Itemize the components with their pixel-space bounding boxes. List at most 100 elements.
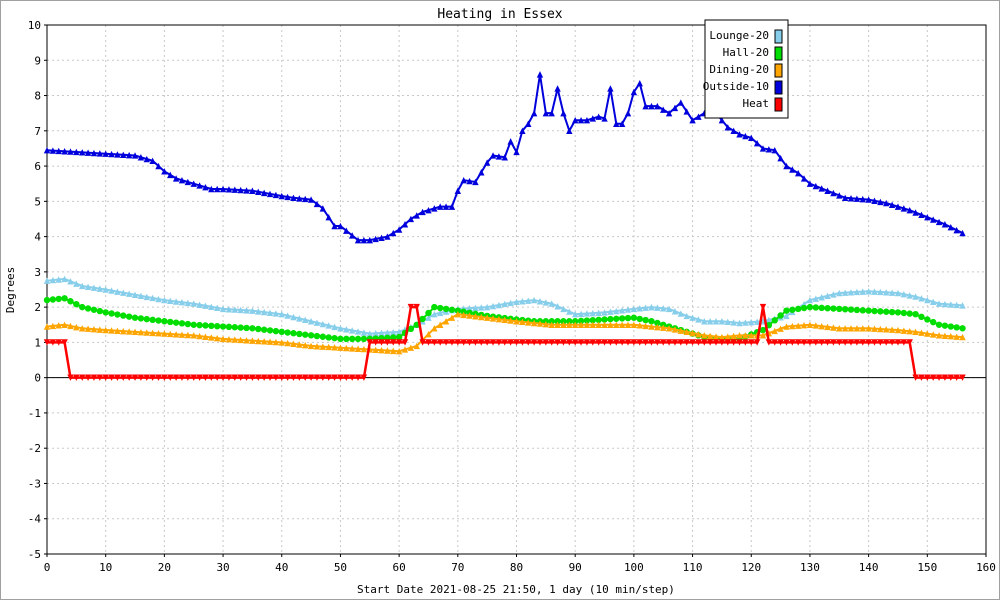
data-point-lounge-20 xyxy=(313,319,321,326)
data-point-heat xyxy=(806,339,814,346)
y-tick-label: 1 xyxy=(34,336,41,349)
data-point-lounge-20 xyxy=(583,310,591,317)
data-point-dining-20 xyxy=(413,342,420,350)
data-point-outside-10 xyxy=(771,146,778,154)
data-point-dining-20 xyxy=(489,315,497,322)
data-point-heat xyxy=(260,374,268,381)
data-point-heat xyxy=(748,339,755,346)
data-point-dining-20 xyxy=(812,322,820,329)
data-point-dining-20 xyxy=(161,330,168,337)
data-point-outside-10 xyxy=(143,155,150,163)
data-point-heat xyxy=(560,339,567,346)
data-point-lounge-20 xyxy=(671,308,679,315)
data-point-dining-20 xyxy=(924,330,931,337)
data-point-hall-20 xyxy=(871,307,878,315)
data-point-dining-20 xyxy=(331,344,338,351)
data-point-heat xyxy=(337,374,344,381)
data-point-hall-20 xyxy=(237,324,244,331)
data-point-hall-20 xyxy=(319,333,327,340)
data-point-heat xyxy=(125,374,133,381)
data-point-heat xyxy=(730,339,737,346)
data-point-dining-20 xyxy=(865,325,872,332)
data-point-heat xyxy=(683,339,690,346)
data-point-outside-10 xyxy=(566,127,573,134)
data-point-heat xyxy=(712,339,720,346)
data-point-outside-10 xyxy=(343,227,350,234)
data-point-hall-20 xyxy=(55,295,62,303)
data-point-outside-10 xyxy=(337,222,344,230)
legend-label: Dining-20 xyxy=(709,63,769,76)
data-point-lounge-20 xyxy=(618,307,626,314)
data-point-lounge-20 xyxy=(49,276,57,284)
y-tick-label: -2 xyxy=(28,442,41,455)
data-point-outside-10 xyxy=(841,194,849,202)
data-point-outside-10 xyxy=(660,106,667,113)
data-point-heat xyxy=(624,339,632,346)
data-point-lounge-20 xyxy=(624,306,632,313)
data-point-lounge-20 xyxy=(654,304,661,311)
data-point-heat xyxy=(777,339,784,346)
data-point-outside-10 xyxy=(319,205,327,212)
data-point-lounge-20 xyxy=(325,322,332,329)
legend-label: Outside-10 xyxy=(703,80,769,93)
legend-label: Heat xyxy=(743,97,770,110)
data-point-heat xyxy=(924,374,931,381)
data-point-dining-20 xyxy=(448,314,456,321)
data-point-heat xyxy=(108,374,115,381)
data-point-outside-10 xyxy=(84,149,92,156)
data-point-heat xyxy=(79,374,86,381)
data-point-dining-20 xyxy=(196,332,203,340)
data-point-lounge-20 xyxy=(677,310,685,317)
data-point-heat xyxy=(278,374,285,381)
data-point-hall-20 xyxy=(196,321,203,329)
data-point-lounge-20 xyxy=(953,301,960,309)
data-point-dining-20 xyxy=(759,332,767,339)
data-point-heat xyxy=(935,374,943,381)
data-point-dining-20 xyxy=(325,343,332,351)
data-point-lounge-20 xyxy=(395,328,403,336)
data-point-outside-10 xyxy=(196,182,203,189)
data-point-dining-20 xyxy=(307,342,315,350)
data-point-heat xyxy=(548,339,555,346)
data-point-outside-10 xyxy=(331,222,338,230)
data-point-dining-20 xyxy=(648,323,655,330)
data-point-lounge-20 xyxy=(237,306,244,314)
data-point-lounge-20 xyxy=(571,310,579,318)
data-point-outside-10 xyxy=(789,166,796,173)
data-point-lounge-20 xyxy=(61,275,68,283)
data-point-dining-20 xyxy=(607,321,614,328)
data-point-outside-10 xyxy=(454,187,462,194)
x-tick-label: 140 xyxy=(859,561,879,574)
data-point-heat xyxy=(912,374,919,381)
data-point-heat xyxy=(231,374,238,381)
data-point-dining-20 xyxy=(677,327,685,334)
data-point-lounge-20 xyxy=(542,299,550,306)
data-point-dining-20 xyxy=(536,320,544,327)
data-point-heat xyxy=(325,374,332,381)
legend-swatch xyxy=(774,46,783,61)
data-point-lounge-20 xyxy=(489,302,497,310)
data-point-hall-20 xyxy=(806,303,814,311)
data-point-outside-10 xyxy=(924,214,931,221)
data-point-dining-20 xyxy=(777,325,784,332)
data-point-outside-10 xyxy=(795,169,802,177)
legend: Lounge-20 Hall-20 Dining-20 Outside-10 Heat xyxy=(703,19,789,119)
data-point-outside-10 xyxy=(947,223,954,231)
data-point-heat xyxy=(900,339,908,346)
data-point-dining-20 xyxy=(671,326,679,333)
data-point-lounge-20 xyxy=(613,307,620,315)
data-point-hall-20 xyxy=(935,321,943,328)
data-point-lounge-20 xyxy=(114,288,121,295)
data-point-lounge-20 xyxy=(143,293,150,301)
data-point-dining-20 xyxy=(712,333,720,340)
x-tick-label: 50 xyxy=(334,561,347,574)
data-point-lounge-20 xyxy=(90,284,98,291)
data-point-heat xyxy=(671,339,679,346)
data-point-lounge-20 xyxy=(437,309,444,317)
data-point-dining-20 xyxy=(660,324,667,331)
data-point-dining-20 xyxy=(724,333,731,340)
data-point-dining-20 xyxy=(137,328,145,336)
data-point-heat xyxy=(783,339,790,346)
data-point-dining-20 xyxy=(431,325,438,332)
data-point-lounge-20 xyxy=(736,319,743,327)
